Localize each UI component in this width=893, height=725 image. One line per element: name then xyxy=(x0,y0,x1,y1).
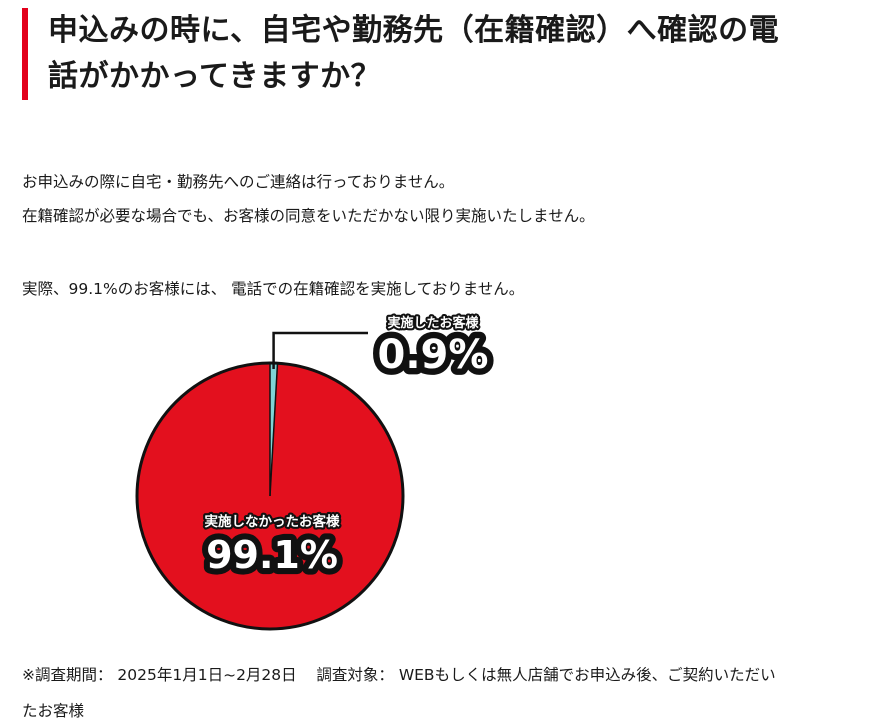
label-not-conducted-name-text: 実施しなかったお客様 xyxy=(205,513,340,530)
label-not-conducted-name-outline: 実施しなかったお客様 xyxy=(205,513,340,530)
survey-target: 調査対象： WEBもしくは無人店舗でお申込み後、ご契約いただい xyxy=(316,666,776,684)
faq-heading: 申込みの時に、自宅や勤務先（在籍確認）へ確認の電 話がかかってきますか？ xyxy=(22,8,882,100)
label-conducted-name-text: 実施したお客様 xyxy=(387,315,479,331)
label-not-conducted-value-outline: 99.1% xyxy=(206,533,338,577)
label-conducted-value-text: 0.9% xyxy=(378,332,489,378)
answer-paragraph-statistic: 実際、99.1%のお客様には、 電話での在籍確認を実施しておりません。 xyxy=(22,280,525,298)
pie-callout xyxy=(272,331,368,370)
survey-period: ※調査期間： 2025年1月1日~2月28日 xyxy=(22,666,297,684)
survey-target-continued: たお客様 xyxy=(22,702,85,720)
faq-question-title: 申込みの時に、自宅や勤務先（在籍確認）へ確認の電 話がかかってきますか？ xyxy=(48,8,882,100)
pie-slice-divider xyxy=(269,363,279,497)
answer-paragraph-consent: 在籍確認が必要な場合でも、お客様の同意をいただかない限り実施いたしません。 xyxy=(22,207,595,225)
callout-leader-line xyxy=(272,331,368,370)
label-conducted-value-outline: 0.9% xyxy=(378,332,489,378)
label-not-conducted-value: 99.1%99.1% xyxy=(200,527,344,583)
label-conducted-value: 0.9%0.9% xyxy=(371,326,495,385)
label-not-conducted-value-text: 99.1% xyxy=(206,533,338,577)
pie-slices xyxy=(135,361,405,631)
label-conducted-name-outline: 実施したお客様 xyxy=(387,315,479,331)
faq-question-line1: 申込みの時に、自宅や勤務先（在籍確認）へ確認の電 xyxy=(48,13,780,48)
answer-paragraph-contact: お申込みの際に自宅・勤務先へのご連絡は行っておりません。 xyxy=(22,173,455,191)
faq-question-line2: 話がかかってきますか？ xyxy=(48,59,382,94)
survey-footnote: ※調査期間： 2025年1月1日~2月28日 調査対象： WEBもしくは無人店舗… xyxy=(22,657,882,725)
